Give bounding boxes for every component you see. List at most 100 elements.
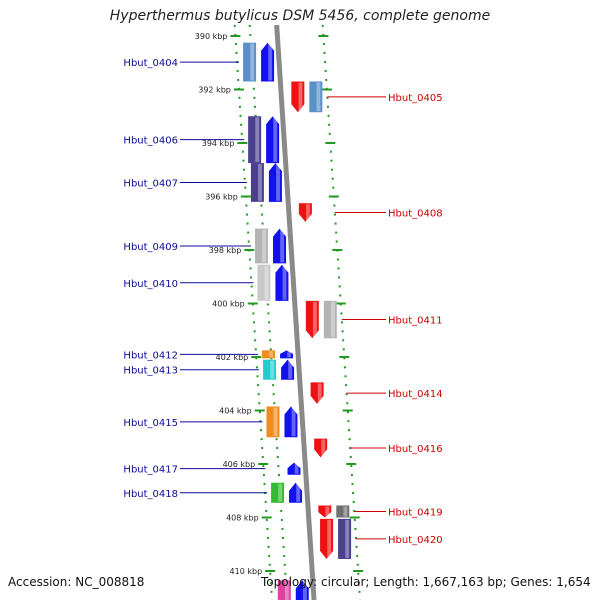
hbut-0412-cog-bar [262,350,276,359]
hbut-0410-cog-bar [257,264,271,301]
hbut-0415-cog-bar-highlight [273,407,278,437]
hbut-0405-arrow [291,81,305,113]
hbut-0411-label: Hbut_0411 [388,316,443,327]
topology-info: Topology: circular; Length: 1,667,163 bp… [261,575,591,589]
hbut-0413-arrow-highlight [288,360,293,379]
hbut-0417-arrow-shape [287,462,301,475]
hbut-0412-arrow-shape [280,350,294,359]
hbut-0410-arrow-highlight [282,265,287,300]
hbut-0407-arrow-highlight [276,164,280,201]
hbut-0414-arrow [310,382,324,404]
hbut-0415-arrow-shape [284,406,298,438]
hbut-0405-label: Hbut_0405 [388,93,443,104]
hbut-0415-arrow-highlight [291,407,296,437]
tick-label: 396 kbp [205,193,238,202]
partial-gene-17-arrow-shape [295,580,309,600]
guide-line-left [233,24,274,600]
genome-backbone [274,24,317,600]
hbut-0412-cog-bar-highlight [269,351,274,358]
hbut-0413-arrow [281,359,295,380]
hbut-0410-label: Hbut_0410 [123,279,178,290]
hbut-0407-cog-bar-highlight [258,164,262,201]
hbut-0404-cog-bar [243,42,257,82]
partial-gene-17-arrow-highlight [302,581,307,600]
hbut-0413-arrow-shape [281,359,295,380]
hbut-0406-arrow-highlight [273,117,278,163]
hbut-0414-arrow-highlight [317,383,322,403]
hbut-0408-arrow [298,203,312,222]
hbut-0406-arrow [266,116,280,164]
tick-label: 408 kbp [226,514,259,523]
hbut-0417-arrow [287,462,301,475]
hbut-0413-label: Hbut_0413 [123,366,178,377]
hbut-0419-cog-bar [336,505,350,518]
hbut-0407-arrow [268,163,282,202]
partial-gene-17-arrow [295,580,309,600]
tick-label: 400 kbp [212,300,245,309]
tick-label: 404 kbp [219,407,252,416]
hbut-0416-arrow-shape [314,438,328,458]
hbut-0418-arrow-highlight [296,483,301,502]
hbut-0411-arrow-highlight [312,301,317,338]
guide-line-inner [248,24,289,600]
hbut-0405-arrow-highlight [298,82,303,112]
tick-label: 392 kbp [198,86,231,95]
hbut-0404-cog-bar-highlight [250,43,255,81]
guide-line-right [321,24,362,600]
hbut-0409-cog-bar [255,228,269,264]
hbut-0412-arrow [280,350,294,359]
hbut-0406-arrow-shape [266,116,280,164]
hbut-0418-cog-bar-highlight [278,483,283,502]
hbut-0406-label: Hbut_0406 [123,136,178,147]
hbut-0414-label: Hbut_0414 [388,389,443,400]
hbut-0414-arrow-shape [310,382,324,404]
hbut-0407-cog-bar [250,163,264,202]
hbut-0408-label: Hbut_0408 [388,209,443,220]
hbut-0413-cog-bar [263,359,277,380]
partial-gene-17-cog-bar-highlight [284,581,289,600]
hbut-0419-cog-bar-highlight [343,506,348,517]
tick-label: 394 kbp [202,139,235,148]
hbut-0408-arrow-highlight [306,204,310,221]
hbut-0405-cog-bar-highlight [316,82,321,112]
hbut-0419-arrow [318,505,332,518]
hbut-0415-arrow [284,406,298,438]
hbut-0416-arrow [314,438,328,458]
hbut-0417-label: Hbut_0417 [123,465,178,476]
hbut-0419-label: Hbut_0419 [388,507,443,518]
hbut-0419-arrow-shape [318,505,332,518]
tick-label: 390 kbp [195,32,228,41]
hbut-0405-arrow-shape [291,81,305,113]
hbut-0420-label: Hbut_0420 [388,535,443,546]
hbut-0415-label: Hbut_0415 [123,418,178,429]
tick-label: 406 kbp [223,460,256,469]
hbut-0416-arrow-highlight [321,439,326,457]
hbut-0410-arrow [275,264,289,301]
hbut-0419-arrow-highlight [325,506,330,517]
hbut-0410-arrow-shape [275,264,289,301]
hbut-0420-cog-bar-highlight [345,519,350,558]
hbut-0404-arrow [261,42,275,82]
hbut-0418-arrow-shape [289,482,303,503]
hbut-0418-label: Hbut_0418 [123,489,178,500]
hbut-0406-cog-bar-highlight [255,117,260,163]
hbut-0409-arrow [273,228,287,264]
hbut-0410-cog-bar-highlight [264,265,269,300]
hbut-0412-label: Hbut_0412 [123,350,178,361]
hbut-0407-label: Hbut_0407 [123,178,178,189]
hbut-0407-arrow-shape [268,163,282,202]
hbut-0416-label: Hbut_0416 [388,444,443,455]
hbut-0405-cog-bar [309,81,323,113]
hbut-0412-arrow-highlight [287,351,292,358]
tick-label: 410 kbp [230,567,263,576]
hbut-0404-label: Hbut_0404 [123,58,178,69]
hbut-0418-arrow [289,482,303,503]
hbut-0409-arrow-highlight [280,229,285,263]
hbut-0409-arrow-shape [273,228,287,264]
hbut-0411-cog-bar [323,300,337,339]
map-title: Hyperthermus butylicus DSM 5456, complet… [109,8,491,24]
hbut-0404-arrow-shape [261,42,275,82]
hbut-0420-arrow-highlight [327,519,332,558]
hbut-0418-cog-bar [271,482,285,503]
